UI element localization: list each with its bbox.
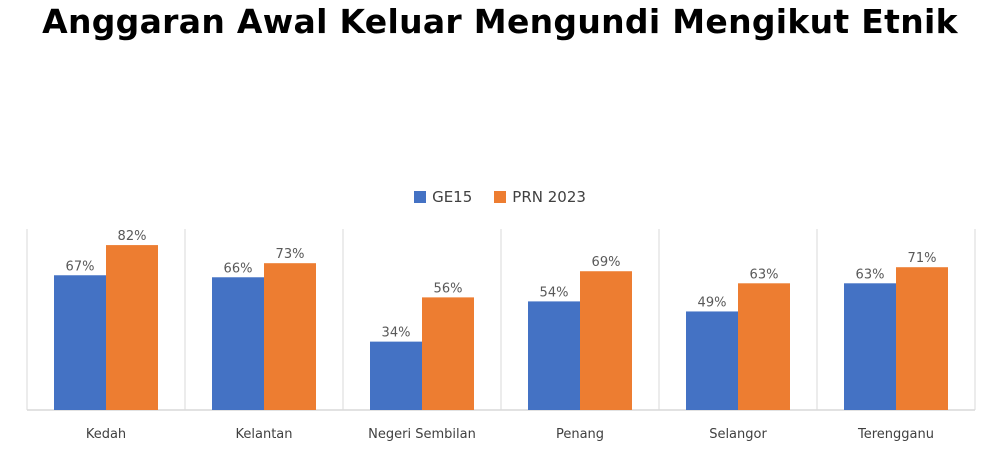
- category-label: Kelantan: [236, 427, 293, 442]
- data-label: 56%: [434, 281, 463, 296]
- category-label: Terengganu: [857, 427, 934, 442]
- data-label: 69%: [592, 255, 621, 270]
- legend-item-prn2023: PRN 2023: [494, 188, 586, 206]
- legend-swatch-ge15: [414, 191, 427, 203]
- chart-title: Anggaran Awal Keluar Mengundi Mengikut E…: [42, 2, 958, 41]
- legend-item-ge15: GE15: [414, 188, 472, 206]
- data-label: 73%: [276, 247, 305, 262]
- bar-prn-2023: [896, 267, 948, 410]
- bar-prn-2023: [738, 283, 790, 410]
- category-label: Negeri Sembilan: [368, 427, 476, 442]
- category-label: Penang: [556, 427, 604, 442]
- data-label: 71%: [908, 251, 937, 266]
- bar-prn-2023: [264, 263, 316, 410]
- bar-ge15: [54, 275, 106, 410]
- bar-prn-2023: [106, 245, 158, 410]
- legend-label-ge15: GE15: [432, 188, 473, 206]
- data-label: 66%: [224, 261, 253, 276]
- legend-swatch-prn2023: [494, 191, 507, 203]
- data-label: 54%: [540, 285, 569, 300]
- bar-ge15: [528, 301, 580, 410]
- data-label: 82%: [118, 229, 147, 244]
- legend: GE15 PRN 2023: [0, 188, 1000, 206]
- data-label: 49%: [698, 295, 727, 310]
- bar-ge15: [212, 277, 264, 410]
- data-label: 34%: [382, 326, 411, 341]
- bar-prn-2023: [580, 271, 632, 410]
- category-label: Kedah: [86, 427, 126, 442]
- data-label: 63%: [750, 267, 779, 282]
- legend-label-prn2023: PRN 2023: [512, 188, 586, 206]
- data-label: 63%: [856, 267, 885, 282]
- bar-prn-2023: [422, 297, 474, 410]
- bar-ge15: [686, 311, 738, 410]
- category-label: Selangor: [709, 427, 767, 442]
- data-label: 67%: [66, 259, 95, 274]
- bar-ge15: [844, 283, 896, 410]
- bar-ge15: [370, 341, 422, 410]
